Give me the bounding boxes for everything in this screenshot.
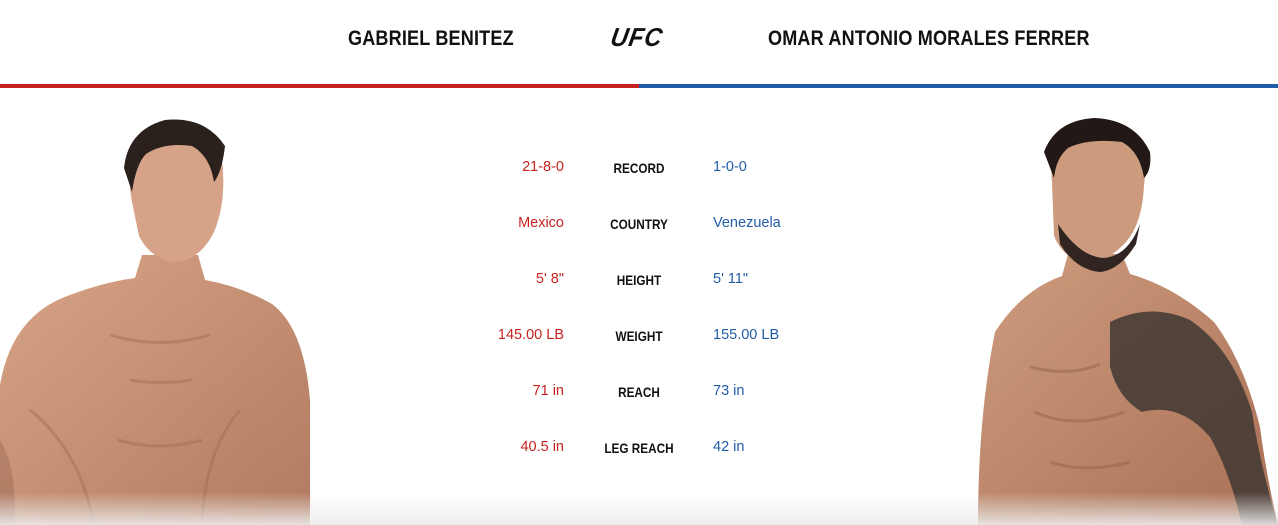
blue-corner-divider: [639, 84, 1278, 88]
stat-label-reach: REACH: [618, 384, 660, 400]
stat-label-height: HEIGHT: [616, 272, 662, 288]
red-reach-value: 71 in: [532, 383, 564, 399]
blue-reach-value: 73 in: [713, 383, 745, 399]
red-country-value: Mexico: [518, 215, 564, 231]
matchup-header: GABRIEL BENITEZ UFC OMAR ANTONIO MORALES…: [0, 0, 1278, 88]
blue-leg-reach-value: 42 in: [713, 439, 745, 455]
red-weight-value: 145.00 LB: [497, 327, 564, 343]
red-height-value: 5' 8": [535, 271, 564, 287]
blue-country-value: Venezuela: [713, 215, 781, 231]
ufc-logo-icon[interactable]: UFC: [608, 21, 666, 52]
stat-label-country: COUNTRY: [610, 216, 668, 232]
red-fighter-name[interactable]: GABRIEL BENITEZ: [348, 27, 514, 50]
stat-label-record: RECORD: [613, 160, 665, 176]
bottom-fade: [0, 492, 1278, 525]
blue-fighter-name[interactable]: OMAR ANTONIO MORALES FERRER: [768, 27, 1090, 50]
fighter-portrait-icon: [978, 118, 1278, 525]
blue-weight-value: 155.00 LB: [713, 327, 780, 343]
blue-record-value: 1-0-0: [713, 159, 747, 175]
blue-height-value: 5' 11": [713, 271, 749, 287]
fighter-portrait-icon: [0, 119, 310, 525]
blue-fighter-portrait[interactable]: [960, 112, 1278, 525]
stat-label-weight: WEIGHT: [615, 328, 663, 344]
red-fighter-portrait[interactable]: [0, 110, 320, 525]
red-record-value: 21-8-0: [522, 159, 564, 175]
red-leg-reach-value: 40.5 in: [520, 439, 564, 455]
stat-label-leg-reach: LEG REACH: [604, 440, 674, 456]
red-corner-divider: [0, 84, 639, 88]
